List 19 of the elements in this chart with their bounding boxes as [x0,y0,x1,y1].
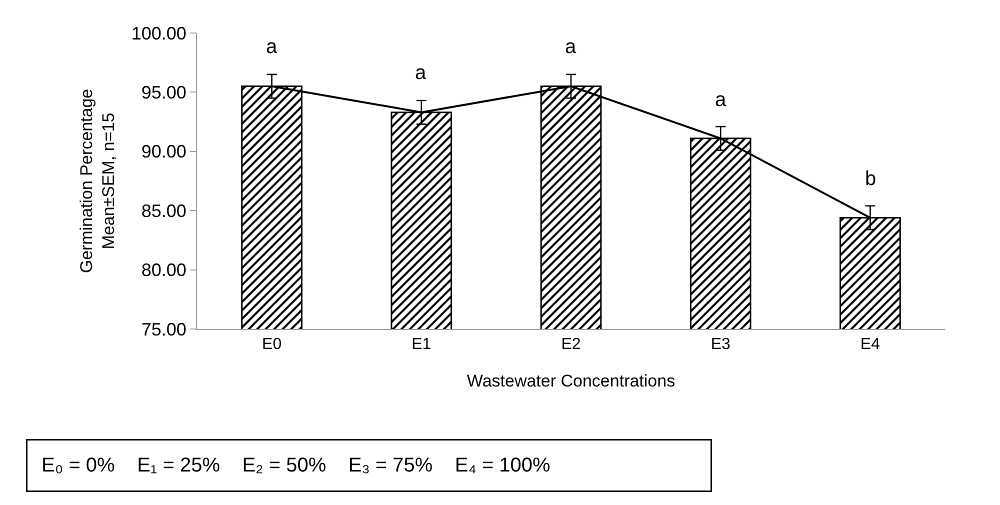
y-tick-label: 95.00 [141,82,186,102]
text: E₀ = 0% E₁ = 25% E₂ = 50% E₃ = 75% E₄ = 100% [42,454,551,476]
data-label: a [565,36,577,58]
y-axis-title: Germination Percentage Mean±SEM, n=15 [76,88,118,274]
data-label: b [865,168,876,190]
x-tick-label: E2 [561,336,581,354]
y-tick-label: 85.00 [141,200,186,221]
y-tick-label: 90.00 [141,142,186,162]
y-tick-label: 75.00 [141,319,186,340]
x-tick-label: E3 [710,336,730,354]
y-tick-label: 100.00 [131,23,186,44]
data-label: a [266,36,278,58]
y-tick-label: 80.00 [141,260,186,280]
data-label: a [715,89,727,111]
x-axis-title: Wastewater Concentrations [466,372,676,391]
x-tick-label: E0 [262,336,282,354]
x-tick-label: E4 [860,336,880,354]
x-tick-label: E1 [412,336,432,354]
data-label: a [415,62,427,84]
